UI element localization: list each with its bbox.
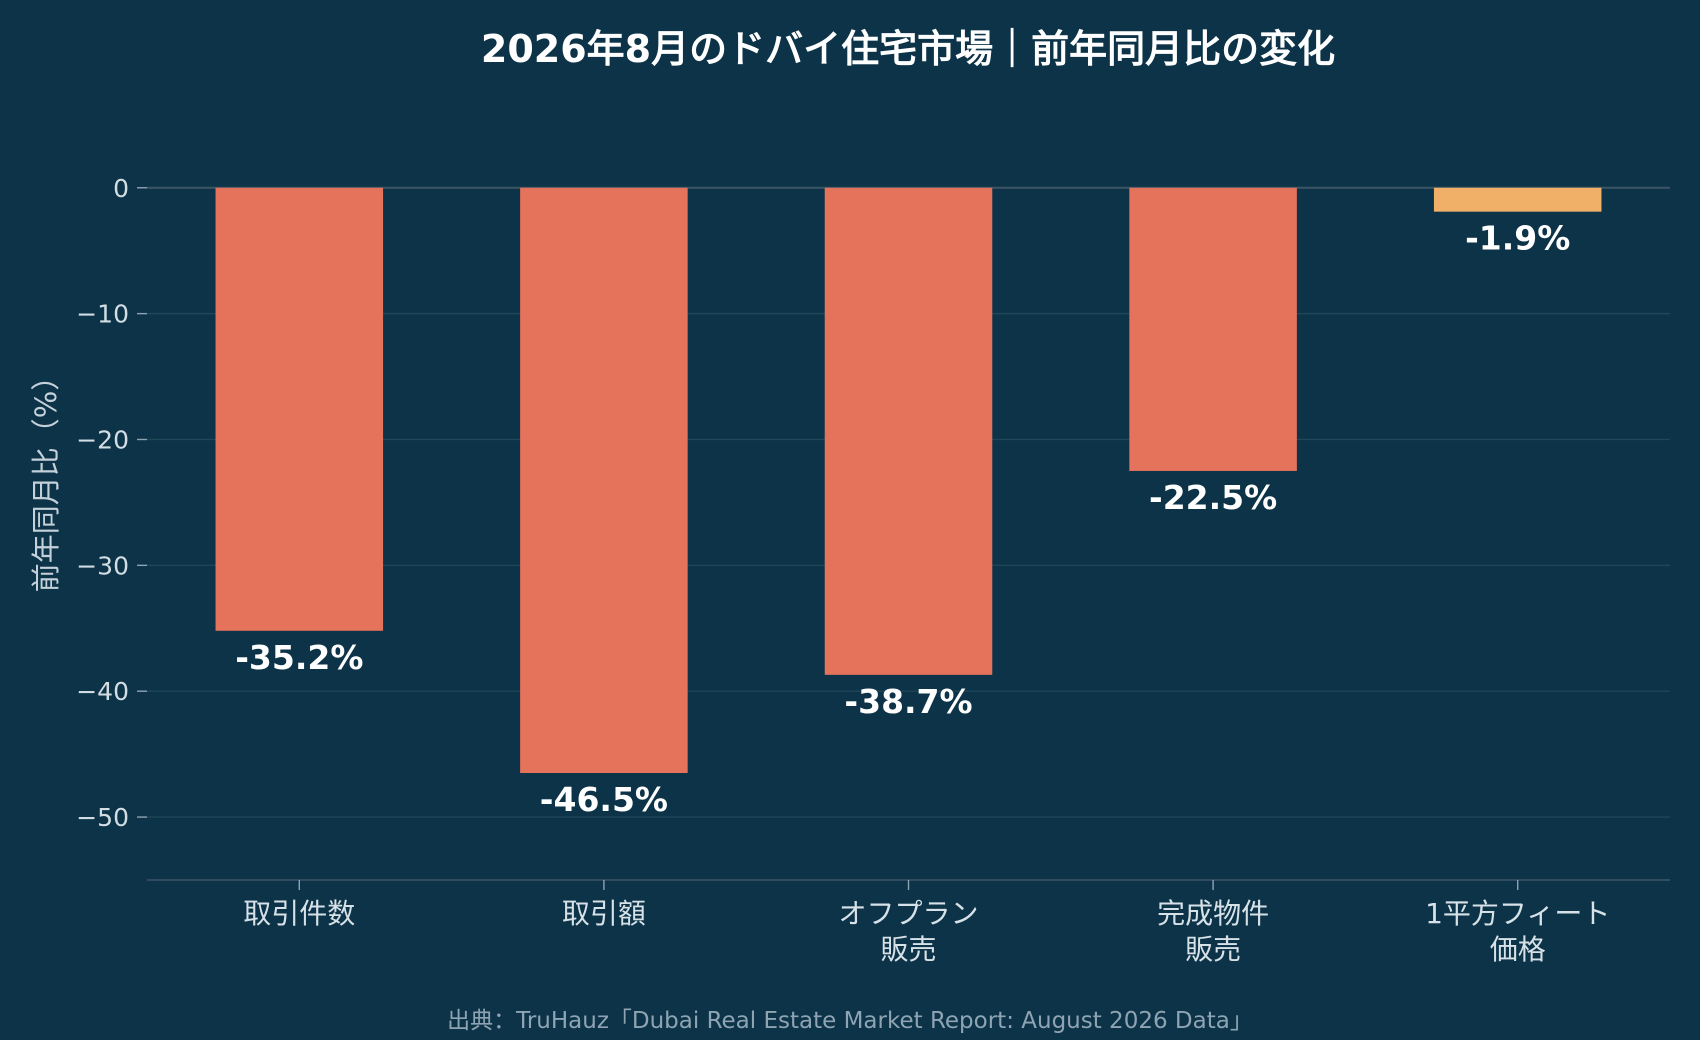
labels: 0 −10 −20 −30 −40 −50 -35.2% 取引件数 -46.5% 取引額 -38.7… xyxy=(76,174,1610,966)
y-tick-label: −30 xyxy=(76,551,129,580)
data-label: -46.5% xyxy=(540,780,668,819)
x-tick-label: 販売 xyxy=(1185,933,1241,966)
axes xyxy=(137,187,1670,890)
y-axis-title: 前年同月比（%） xyxy=(29,362,63,593)
x-tick-label: 取引件数 xyxy=(243,897,355,930)
x-tick-label: 価格 xyxy=(1490,933,1546,966)
bar xyxy=(1433,187,1602,212)
bar xyxy=(520,187,688,774)
source-note: 出典：TruHauz「Dubai Real Estate Market Repo… xyxy=(447,1008,1253,1034)
data-label: -35.2% xyxy=(235,638,363,677)
y-tick-label: −50 xyxy=(76,803,129,832)
x-tick-label: オフプラン xyxy=(838,897,978,930)
data-label: -22.5% xyxy=(1149,478,1277,517)
y-tick-label: −10 xyxy=(76,300,129,329)
y-tick-label: −40 xyxy=(76,677,129,706)
data-label: -38.7% xyxy=(844,682,972,721)
y-tick-label: 0 xyxy=(113,174,129,203)
x-tick-label: 取引額 xyxy=(562,897,646,930)
x-tick-label: 1平方フィート xyxy=(1425,897,1610,930)
data-label: -1.9% xyxy=(1465,219,1570,258)
bar xyxy=(824,187,993,675)
bar xyxy=(215,187,384,631)
y-tick-label: −20 xyxy=(76,425,129,454)
bar xyxy=(1129,187,1297,471)
x-tick-label: 販売 xyxy=(880,933,936,966)
x-tick-label: 完成物件 xyxy=(1157,897,1269,930)
chart-title: 2026年8月のドバイ住宅市場｜前年同月比の変化 xyxy=(481,27,1335,71)
bars xyxy=(215,187,1602,774)
